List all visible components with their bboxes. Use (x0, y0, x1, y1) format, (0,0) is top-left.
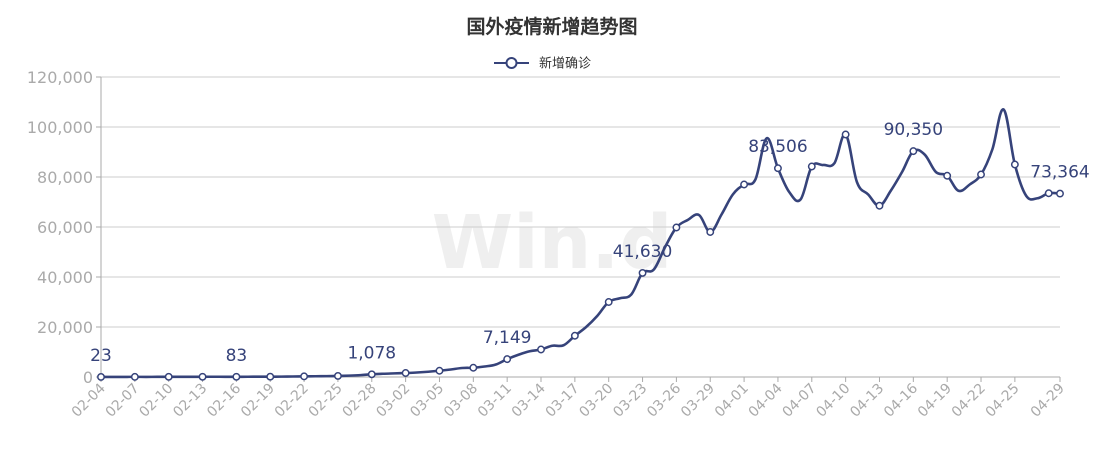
x-tick-label: 04-04 (746, 380, 786, 420)
x-tick-label: 03-17 (543, 381, 583, 421)
series-point (198, 372, 207, 381)
series-point (130, 372, 139, 381)
y-tick-label: 40,000 (37, 268, 93, 287)
legend-label: 新增确诊 (539, 56, 591, 72)
watermark-text: Win.d (432, 200, 673, 286)
x-tick-label: 03-02 (373, 381, 413, 421)
x-tick-label: 03-11 (475, 381, 515, 421)
series-layer (100, 108, 1061, 379)
x-tick-label: 03-14 (509, 380, 549, 420)
legend[interactable]: 新增确诊 (494, 56, 591, 72)
y-tick-label: 60,000 (37, 218, 93, 237)
x-tick-label: 04-25 (983, 381, 1023, 421)
y-tick-label: 0 (83, 368, 93, 387)
x-tick-label: 04-13 (847, 381, 887, 421)
x-tick-label: 04-19 (915, 381, 955, 421)
x-axis-ticks: 02-0402-0702-1002-1302-1602-1902-2202-25… (69, 377, 1068, 421)
x-tick-label: 03-29 (678, 381, 718, 421)
series-point (706, 228, 715, 236)
series-point (943, 171, 952, 180)
series-point (638, 268, 647, 277)
y-tick-label: 100,000 (27, 118, 93, 137)
x-tick-label: 03-26 (644, 380, 684, 420)
x-tick-label: 02-28 (340, 381, 380, 421)
series-point (977, 170, 985, 179)
series-point (773, 164, 782, 173)
y-tick-label: 80,000 (37, 168, 93, 187)
series-point (604, 298, 613, 306)
x-tick-label: 02-16 (204, 380, 244, 420)
series-point (875, 201, 884, 210)
series-point (537, 345, 545, 354)
series-point (841, 130, 850, 139)
series-line-xinzeng-quezhen[interactable] (100, 108, 1061, 379)
x-tick-label: 02-25 (306, 381, 346, 421)
series-point (1044, 189, 1053, 198)
y-tick-label: 120,000 (27, 68, 93, 87)
x-tick-label: 04-22 (949, 381, 989, 421)
series-point (1056, 189, 1064, 198)
x-tick-label: 02-22 (272, 381, 312, 421)
x-tick-label: 02-13 (170, 381, 210, 421)
series-point (333, 372, 342, 380)
watermark: Win.d (432, 200, 673, 286)
series-point (266, 372, 275, 381)
data-label: 1,078 (347, 343, 396, 363)
y-tick-label: 20,000 (37, 318, 93, 337)
x-tick-label: 02-19 (238, 381, 278, 421)
series-point (97, 372, 105, 381)
grid (101, 76, 1060, 328)
x-tick-label: 04-10 (813, 381, 853, 421)
series-point (469, 363, 478, 372)
series-point (232, 372, 241, 381)
data-label: 83 (226, 346, 248, 366)
x-tick-label: 02-07 (103, 381, 143, 421)
x-tick-label: 04-16 (881, 380, 921, 420)
series-point (401, 369, 410, 377)
x-tick-label: 03-20 (576, 381, 616, 421)
series-point (435, 366, 444, 375)
data-labels: 23 83 1,078 7,149 41,630 83,506 90,350 73,364 (90, 120, 1090, 366)
series-point (1010, 160, 1019, 169)
series-point (672, 223, 681, 232)
series-point (570, 331, 579, 340)
x-tick-label: 03-08 (441, 381, 481, 421)
chart-title: 国外疫情新增趋势图 (466, 15, 637, 38)
data-label: 73,364 (1030, 163, 1089, 183)
legend-marker-icon (505, 57, 518, 69)
series-point (300, 372, 309, 381)
series-point (503, 355, 512, 364)
x-tick-label: 04-07 (780, 381, 820, 421)
x-tick-label: 02-10 (136, 381, 176, 421)
y-axis-ticks: 0 20,000 40,000 60,000 80,000 100,000 120,000 (27, 68, 101, 387)
data-label: 41,630 (613, 242, 672, 262)
series-point (367, 370, 376, 379)
data-label: 23 (90, 346, 112, 366)
x-tick-label: 03-23 (610, 381, 650, 421)
series-point (909, 147, 918, 156)
data-label: 90,350 (884, 120, 943, 140)
series-markers (97, 130, 1064, 381)
x-tick-label: 04-01 (712, 381, 752, 421)
series-point (807, 162, 816, 171)
x-tick-label: 04-29 (1028, 381, 1068, 421)
series-point (164, 372, 173, 381)
data-label: 7,149 (483, 328, 532, 348)
x-tick-label: 03-05 (407, 381, 447, 421)
data-label: 83,506 (748, 137, 807, 157)
series-point (740, 180, 749, 189)
